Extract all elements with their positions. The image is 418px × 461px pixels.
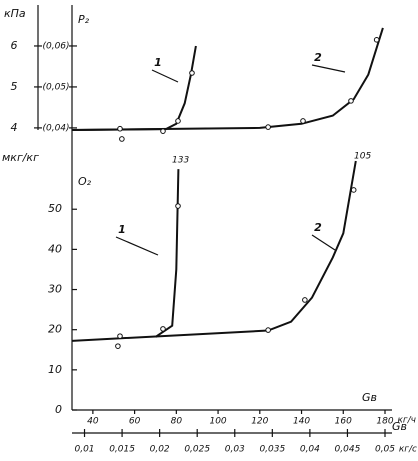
leader-line bbox=[311, 64, 346, 73]
x2-tick-label: 0,03 bbox=[225, 445, 245, 455]
x2-tick-label: 0,02 bbox=[150, 445, 170, 455]
data-point bbox=[117, 125, 123, 132]
x2-label: Gв bbox=[392, 420, 407, 433]
y-tick-label: 50 bbox=[48, 202, 62, 215]
x-tick-label: 100 bbox=[209, 417, 226, 427]
x-tick-label: 60 bbox=[129, 417, 141, 427]
x2-tick-label: 0,015 bbox=[109, 445, 135, 455]
x2-tick-label: 0,035 bbox=[259, 445, 285, 455]
x2-tick-label: 0,01 bbox=[74, 445, 94, 455]
x2-tick-label: 0,05 bbox=[375, 445, 395, 455]
y2-tick-label: (0,05) bbox=[42, 82, 69, 92]
annotation: 133 bbox=[172, 156, 189, 166]
data-point bbox=[348, 98, 354, 104]
data-point bbox=[189, 70, 195, 76]
x-tick-label: 160 bbox=[335, 417, 352, 427]
x-label: Gв bbox=[362, 391, 377, 404]
panel-title: O₂ bbox=[78, 175, 92, 188]
curve-label: 1 bbox=[154, 56, 162, 69]
curve-label: 2 bbox=[314, 51, 322, 64]
x2-tick-label: 0,025 bbox=[184, 445, 210, 455]
data-point bbox=[160, 128, 166, 134]
y-label: мкг/кг bbox=[2, 151, 39, 164]
curve bbox=[71, 27, 384, 131]
x-tick-label: 180 bbox=[376, 417, 393, 427]
data-point bbox=[265, 124, 271, 130]
panel-title: P₂ bbox=[78, 13, 90, 26]
data-point bbox=[115, 343, 121, 349]
y-tick-label: 20 bbox=[48, 323, 62, 336]
data-point bbox=[302, 297, 308, 303]
x2-tick-label: 0,045 bbox=[335, 445, 361, 455]
leader-line bbox=[151, 69, 179, 83]
leader-line bbox=[115, 236, 159, 256]
y2-tick-label: (0,04) bbox=[42, 123, 69, 133]
y-label: кПа bbox=[4, 7, 26, 20]
y-tick-label: 40 bbox=[48, 242, 62, 255]
data-point bbox=[300, 118, 306, 124]
y-tick-label: 10 bbox=[48, 363, 62, 376]
curve-label: 2 bbox=[314, 221, 322, 234]
data-point bbox=[117, 333, 123, 339]
data-point bbox=[119, 136, 125, 142]
x-tick-label: 120 bbox=[251, 417, 268, 427]
x-tick-label: 40 bbox=[87, 417, 99, 427]
x-tick-label: 80 bbox=[171, 417, 183, 427]
data-point bbox=[350, 187, 357, 193]
annotation: 105 bbox=[354, 152, 371, 162]
y2-tick-label: (0,06) bbox=[42, 41, 69, 51]
data-point bbox=[175, 203, 181, 209]
data-point bbox=[373, 37, 380, 43]
y-tick-label: 5 bbox=[11, 80, 18, 93]
y-tick-label: 6 bbox=[11, 39, 18, 52]
y-tick-label: 4 bbox=[11, 121, 18, 134]
y-tick-label: 30 bbox=[48, 283, 62, 296]
x-unit: кг/ч bbox=[397, 416, 416, 426]
curve-label: 1 bbox=[118, 223, 126, 236]
x2-unit: кг/с bbox=[399, 445, 417, 455]
data-point bbox=[160, 326, 166, 332]
data-point bbox=[265, 327, 271, 333]
y-tick-label: 0 bbox=[55, 403, 62, 416]
x-tick-label: 140 bbox=[293, 417, 310, 427]
data-point bbox=[175, 118, 181, 124]
x2-tick-label: 0,04 bbox=[300, 445, 320, 455]
leader-line bbox=[311, 234, 336, 251]
